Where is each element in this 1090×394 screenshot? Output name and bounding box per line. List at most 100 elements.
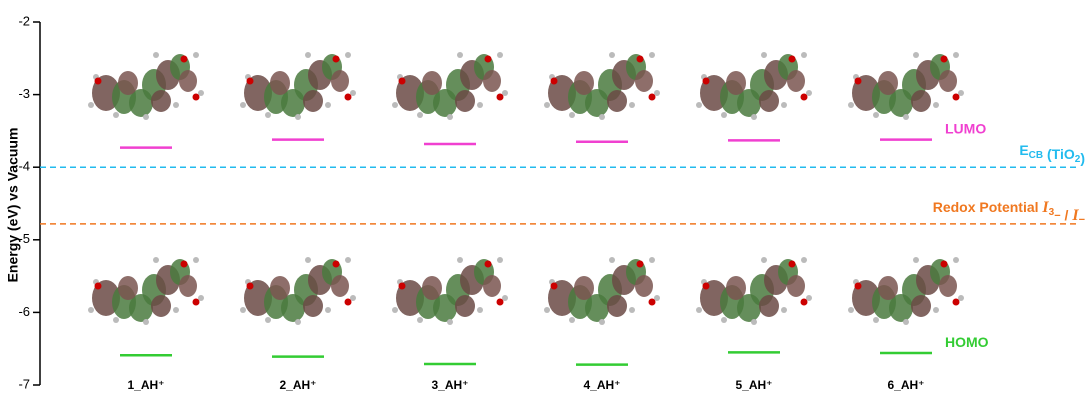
orbital-lobe [635, 70, 653, 92]
atom [721, 112, 727, 118]
orbital-lobe [607, 295, 627, 317]
atom [345, 52, 351, 58]
atom [751, 319, 757, 325]
orbital-lobe [635, 275, 653, 297]
atom [703, 283, 710, 290]
atom [392, 102, 398, 108]
atom [913, 52, 919, 58]
atom [240, 307, 246, 313]
orbital-lobe [759, 295, 779, 317]
atom [113, 317, 119, 323]
orbital-lobe [151, 295, 171, 317]
y-tick-label: -4 [18, 159, 30, 174]
atom [569, 112, 575, 118]
atom [848, 102, 854, 108]
atom [333, 56, 340, 63]
atom [637, 56, 644, 63]
atom [599, 114, 605, 120]
atom [333, 261, 340, 268]
atom [497, 52, 503, 58]
atom [477, 102, 483, 108]
orbital-lobe [787, 70, 805, 92]
chart: Energy (eV) vs Vacuum -2-3-4-5-6-71_AH⁺2… [0, 0, 1090, 394]
atom [265, 317, 271, 323]
atom [781, 102, 787, 108]
y-tick-label: -2 [18, 13, 30, 28]
orbital-lobe [455, 295, 475, 317]
atom [181, 56, 188, 63]
orbital-lobe [179, 70, 197, 92]
atom [941, 261, 948, 268]
atom [848, 307, 854, 313]
orbital-lobe [574, 276, 594, 300]
orbital-lobe [574, 71, 594, 95]
atom [953, 52, 959, 58]
atom [781, 307, 787, 313]
atom [143, 319, 149, 325]
atom [933, 307, 939, 313]
reference-label-part: ) [1080, 150, 1085, 166]
atom [95, 283, 102, 290]
atom [721, 317, 727, 323]
atom [88, 307, 94, 313]
atom [913, 257, 919, 263]
orbital-lobe [939, 70, 957, 92]
orbital-lobe [331, 275, 349, 297]
atom [569, 317, 575, 323]
atom [649, 257, 655, 263]
orbital-lobe [911, 90, 931, 112]
atom [173, 102, 179, 108]
atom [181, 261, 188, 268]
atom [801, 257, 807, 263]
atom [629, 102, 635, 108]
atom [953, 299, 960, 306]
atom [609, 52, 615, 58]
atom [941, 56, 948, 63]
atom [153, 52, 159, 58]
y-tick-label: -5 [18, 231, 30, 246]
atom [637, 261, 644, 268]
legend-label: LUMO [945, 120, 986, 136]
atom [457, 257, 463, 263]
orbital-lobe [607, 90, 627, 112]
atom [599, 319, 605, 325]
atom [193, 257, 199, 263]
orbital-lobe [151, 90, 171, 112]
atom [789, 56, 796, 63]
atom [153, 257, 159, 263]
atom [240, 102, 246, 108]
atom [113, 112, 119, 118]
atom [497, 94, 504, 101]
atom [457, 52, 463, 58]
orbital-lobe [483, 275, 501, 297]
atom [417, 112, 423, 118]
atom [399, 78, 406, 85]
orbital-lobe [911, 295, 931, 317]
orbital-lobe [118, 276, 138, 300]
atom [855, 78, 862, 85]
orbital-lobe [118, 71, 138, 95]
atom [544, 102, 550, 108]
atom [696, 307, 702, 313]
orbital-lobe [422, 276, 442, 300]
atom [447, 319, 453, 325]
atom [903, 319, 909, 325]
atom [399, 283, 406, 290]
atom [696, 102, 702, 108]
atom [417, 317, 423, 323]
orbital-lobe [331, 70, 349, 92]
atom [761, 257, 767, 263]
atom [173, 307, 179, 313]
atom [447, 114, 453, 120]
atom [855, 283, 862, 290]
atom [295, 319, 301, 325]
orbital-lobe [759, 90, 779, 112]
legend-label: HOMO [945, 334, 989, 350]
x-tick-label: 3_AH⁺ [431, 378, 468, 392]
atom [903, 114, 909, 120]
atom [953, 257, 959, 263]
orbital-lobe [303, 295, 323, 317]
atom [703, 78, 710, 85]
atom [345, 257, 351, 263]
atom [551, 283, 558, 290]
